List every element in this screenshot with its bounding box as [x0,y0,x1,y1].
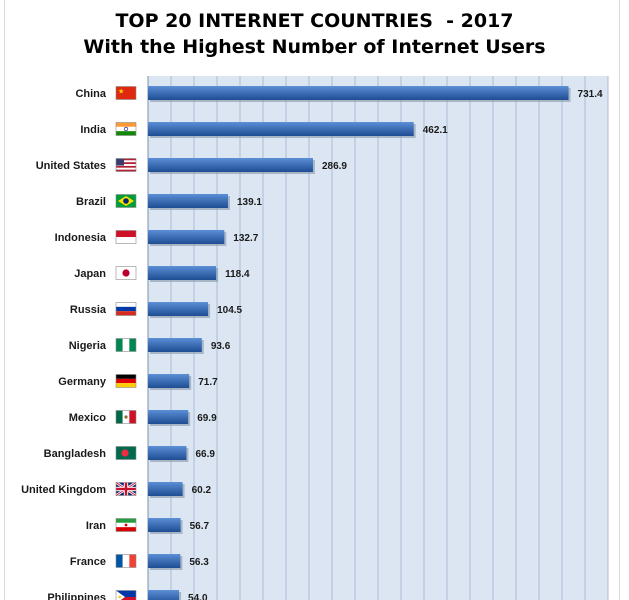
bar-row: Mexico 69.9 [69,410,217,426]
bar [148,302,209,316]
bar-row: Bangladesh 66.9 [44,446,215,462]
category-label: Nigeria [69,340,107,352]
bar [148,446,187,460]
flag-united-states-icon [115,158,137,172]
category-label: Brazil [76,196,106,208]
bars-group: China ★ 731.4 India 462.1 United States 286.9 B… [21,86,603,600]
bar-row: France 56.3 [70,554,209,570]
chart-title-block: TOP 20 INTERNET COUNTRIES - 2017 With th… [0,8,629,60]
category-label: United States [36,160,106,172]
category-label: Japan [74,268,106,280]
bar-row: Russia 104.5 [70,302,243,318]
bar-row: Japan 118.4 [74,266,250,282]
category-label: Indonesia [55,232,107,244]
category-label: Bangladesh [44,448,107,460]
value-label: 104.5 [217,305,242,316]
gridlines [147,76,609,600]
flag-china-icon: ★ [115,86,137,100]
bar [148,338,202,352]
bar-row: Brazil 139.1 [76,194,262,210]
bar [148,590,180,600]
bar [148,374,190,388]
bar-row: Germany 71.7 [58,374,218,390]
chart-frame [4,0,620,600]
bar [148,410,189,424]
category-label: India [80,124,107,136]
value-label: 56.7 [190,521,210,532]
bar [148,554,181,568]
category-label: Philippines [47,592,106,600]
flag-france-icon [115,554,137,568]
chart-subtitle: With the Highest Number of Internet User… [83,36,546,58]
flag-mexico-icon [115,410,137,424]
category-label: Germany [58,376,107,388]
flag-germany-icon [115,374,137,388]
chart-title: TOP 20 INTERNET COUNTRIES - 2017 [115,10,514,32]
flag-japan-icon [115,266,137,280]
flag-brazil-icon [115,194,137,208]
svg-text:★: ★ [118,88,124,96]
flag-indonesia-icon [115,230,137,244]
bar [148,518,181,532]
bar [148,230,225,244]
flag-philippines-icon [115,590,137,600]
bar-row: United Kingdom 60.2 [21,481,212,498]
flag-russia-icon [115,302,137,316]
category-label: Mexico [69,412,107,424]
value-label: 286.9 [322,161,347,172]
value-label: 56.3 [189,557,209,568]
flag-nigeria-icon [115,338,137,352]
value-label: 731.4 [578,89,603,100]
bar-row: Iran 56.7 [86,518,210,534]
bar [148,482,183,496]
flag-united-kingdom-icon [115,481,137,497]
value-label: 54.0 [188,593,208,600]
value-label: 69.9 [197,413,217,424]
bar-row: India 462.1 [80,122,448,138]
bar-row: Philippines 54.0 [47,590,208,600]
category-label: France [70,556,106,568]
bar-row: Nigeria 93.6 [69,338,231,354]
value-label: 118.4 [225,269,250,280]
category-label: Russia [70,304,107,316]
category-label: China [75,88,106,100]
value-label: 60.2 [192,485,212,496]
bar-row: Indonesia 132.7 [55,230,259,246]
bar [148,266,217,280]
value-label: 93.6 [211,341,231,352]
flag-bangladesh-icon [115,446,137,460]
value-label: 66.9 [195,449,215,460]
category-label: United Kingdom [21,484,106,496]
bar-row: United States 286.9 [36,158,347,174]
category-label: Iran [86,520,106,532]
bar-row: China ★ 731.4 [75,86,603,102]
bar [148,194,228,208]
value-label: 139.1 [237,197,262,208]
value-label: 462.1 [423,125,448,136]
bar [148,158,313,172]
value-label: 71.7 [198,377,218,388]
flag-iran-icon [115,518,137,532]
value-label: 132.7 [233,233,258,244]
bar [148,122,414,136]
bar [148,86,569,100]
flag-india-icon [115,122,137,136]
